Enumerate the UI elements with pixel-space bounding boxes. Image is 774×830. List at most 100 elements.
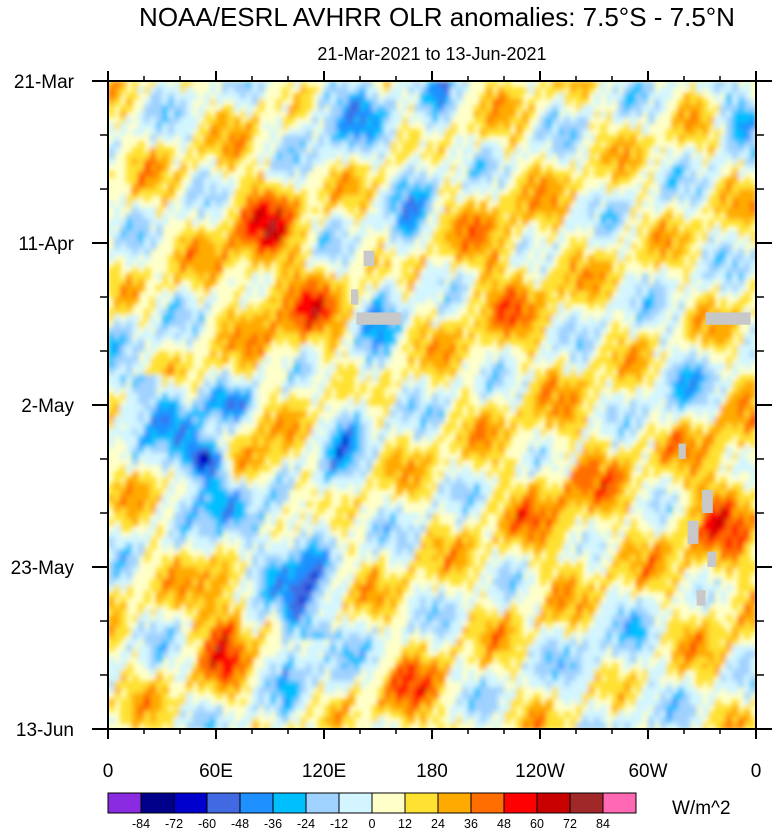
heatmap-cell [678, 183, 685, 190]
heatmap-cell [564, 279, 571, 286]
heatmap-cell [306, 429, 313, 436]
heatmap-cell [132, 399, 139, 406]
heatmap-cell [474, 183, 481, 190]
heatmap-cell [378, 105, 385, 112]
heatmap-cell [198, 183, 205, 190]
heatmap-cell [486, 363, 493, 370]
heatmap-cell [294, 315, 301, 322]
heatmap-cell [732, 279, 739, 286]
heatmap-cell [636, 195, 643, 202]
heatmap-cell [726, 117, 733, 124]
heatmap-cell [648, 141, 655, 148]
heatmap-cell [606, 405, 613, 412]
heatmap-cell [402, 297, 409, 304]
heatmap-cell [216, 417, 223, 424]
heatmap-cell [432, 429, 439, 436]
heatmap-cell [126, 339, 133, 346]
heatmap-cell [540, 135, 547, 142]
heatmap-cell [150, 447, 157, 454]
heatmap-cell [180, 165, 187, 172]
heatmap-cell [282, 219, 289, 226]
heatmap-cell [534, 207, 541, 214]
heatmap-cell [540, 195, 547, 202]
heatmap-cell [564, 93, 571, 100]
heatmap-cell [624, 327, 631, 334]
heatmap-cell [576, 345, 583, 352]
heatmap-cell [318, 327, 325, 334]
heatmap-cell [480, 405, 487, 412]
heatmap-cell [744, 123, 751, 130]
heatmap-cell [684, 285, 691, 292]
heatmap-cell [642, 147, 649, 154]
heatmap-cell [558, 411, 565, 418]
heatmap-cell [198, 147, 205, 154]
heatmap-cell [360, 405, 367, 412]
heatmap-cell [468, 303, 475, 310]
heatmap-cell [660, 369, 667, 376]
heatmap-cell [660, 87, 667, 94]
heatmap-cell [222, 441, 229, 448]
heatmap-cell [216, 213, 223, 220]
heatmap-cell [570, 147, 577, 154]
heatmap-cell [264, 435, 271, 442]
heatmap-cell [420, 423, 427, 430]
heatmap-cell [546, 333, 553, 340]
heatmap-cell [288, 219, 295, 226]
heatmap-cell [480, 387, 487, 394]
heatmap-cell [282, 165, 289, 172]
heatmap-cell [420, 243, 427, 250]
heatmap-cell [702, 237, 709, 244]
heatmap-cell [420, 171, 427, 178]
heatmap-cell [498, 411, 505, 418]
heatmap-cell [534, 303, 541, 310]
heatmap-cell [282, 333, 289, 340]
heatmap-cell [606, 279, 613, 286]
heatmap-cell [330, 309, 337, 316]
heatmap-cell [384, 405, 391, 412]
heatmap-cell [132, 321, 139, 328]
heatmap-cell [150, 243, 157, 250]
heatmap-cell [546, 87, 553, 94]
heatmap-cell [414, 195, 421, 202]
heatmap-cell [480, 309, 487, 316]
heatmap-cell [708, 219, 715, 226]
heatmap-cell [252, 399, 259, 406]
heatmap-cell [336, 429, 343, 436]
heatmap-cell [546, 339, 553, 346]
heatmap-cell [714, 405, 721, 412]
heatmap-cell [402, 369, 409, 376]
heatmap-cell [702, 207, 709, 214]
heatmap-cell [624, 345, 631, 352]
heatmap-cell [462, 201, 469, 208]
heatmap-cell [492, 243, 499, 250]
heatmap-cell [372, 291, 379, 298]
heatmap-cell [420, 165, 427, 172]
heatmap-cell [600, 345, 607, 352]
heatmap-cell [252, 333, 259, 340]
heatmap-cell [408, 297, 415, 304]
heatmap-cell [702, 189, 709, 196]
heatmap-cell [354, 189, 361, 196]
heatmap-cell [702, 321, 709, 328]
heatmap-cell [450, 231, 457, 238]
heatmap-cell [306, 441, 313, 448]
heatmap-cell [540, 321, 547, 328]
heatmap-cell [162, 129, 169, 136]
heatmap-cell [390, 111, 397, 118]
heatmap-cell [684, 237, 691, 244]
heatmap-cell [354, 393, 361, 400]
heatmap-cell [456, 231, 463, 238]
heatmap-cell [324, 81, 331, 88]
heatmap-cell [444, 285, 451, 292]
heatmap-cell [108, 417, 115, 424]
heatmap-cell [714, 399, 721, 406]
heatmap-cell [174, 99, 181, 106]
heatmap-cell [516, 183, 523, 190]
heatmap-cell [324, 237, 331, 244]
heatmap-cell [750, 435, 756, 442]
heatmap-cell [486, 297, 493, 304]
heatmap-cell [294, 231, 301, 238]
heatmap-cell [702, 177, 709, 184]
heatmap-cell [258, 363, 265, 370]
heatmap-cell [510, 279, 517, 286]
